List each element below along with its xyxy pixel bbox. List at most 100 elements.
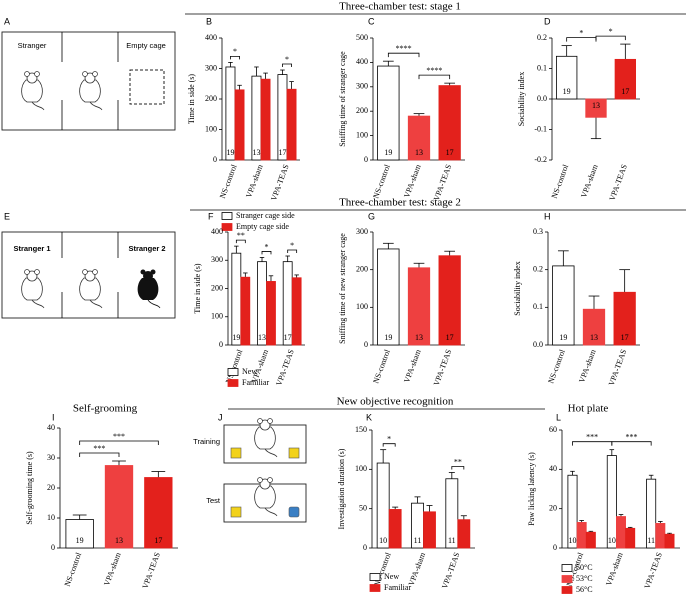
x-tick-label: VPA-sham — [604, 551, 625, 588]
sample-size: 13 — [252, 148, 260, 157]
object-recognition-diagram: Training Test — [193, 418, 307, 523]
x-tick-label: VPA-sham — [102, 551, 123, 588]
bar — [606, 455, 617, 549]
sample-size: 19 — [563, 87, 571, 96]
panel-letter: E — [4, 211, 10, 221]
bar — [567, 474, 578, 549]
y-tick-label: 0 — [213, 155, 217, 164]
comparison-label: **** — [426, 66, 442, 75]
significance-bracket — [382, 443, 396, 447]
legend-label: Familiar — [242, 378, 269, 387]
bar — [582, 308, 606, 346]
x-tick-label: VPA-sham — [244, 163, 265, 200]
panel-letter: J — [218, 412, 223, 422]
sample-size: 13 — [415, 333, 423, 342]
y-tick-label: 0 — [363, 543, 367, 552]
comparison-bracket — [595, 35, 626, 41]
y-axis-label: Sociability index — [513, 261, 522, 315]
bar — [556, 55, 578, 100]
y-tick-label: 0 — [219, 340, 223, 349]
object-cube — [230, 506, 242, 518]
y-tick-label: 100 — [356, 302, 368, 311]
bar — [655, 523, 666, 549]
y-tick-label: 100 — [355, 464, 367, 473]
chamber-label: Stranger — [18, 41, 47, 50]
chamber-label: Stranger 1 — [13, 244, 50, 253]
y-axis-label: Time in side (s) — [193, 263, 202, 313]
legend-label: Empty cage side — [236, 222, 289, 231]
x-tick-label: VPA-TEAS — [274, 348, 295, 387]
bar — [231, 252, 242, 346]
comparison-bracket — [418, 74, 451, 80]
legend-swatch — [227, 368, 239, 376]
y-axis-label: Self-grooming time (s) — [25, 451, 34, 525]
y-tick-label: 30 — [47, 453, 55, 462]
sample-size: 17 — [446, 333, 454, 342]
bar — [552, 265, 575, 346]
y-tick-label: 300 — [356, 82, 368, 91]
y-axis-label: Sociability index — [517, 72, 526, 126]
bar — [376, 462, 390, 549]
x-tick-label: VPA-sham — [577, 348, 598, 385]
y-tick-label: 0 — [364, 340, 368, 349]
y-axis-label: Sniffing time of new stranger cage — [338, 233, 347, 344]
bar — [438, 255, 461, 346]
x-tick-label: NS-control — [63, 551, 84, 588]
y-tick-label: 100 — [211, 312, 223, 321]
bar — [388, 509, 402, 549]
panel-letter: D — [544, 16, 551, 26]
panel-letter: I — [52, 412, 55, 422]
y-axis-label: Sniffing time of stranger cage — [338, 51, 347, 147]
y-tick-label: 300 — [211, 255, 223, 264]
y-tick-label: -0.1 — [534, 124, 547, 133]
significance-label: * — [265, 242, 269, 251]
legend-swatch — [561, 575, 573, 583]
x-tick-label: NS-control — [546, 348, 567, 385]
sample-size: 10 — [608, 536, 616, 545]
y-tick-label: 300 — [205, 63, 217, 72]
sample-size: 19 — [384, 333, 392, 342]
phase-label: Test — [206, 496, 221, 505]
bar — [291, 277, 302, 346]
comparison-label: **** — [396, 44, 412, 53]
significance-label: ** — [237, 231, 245, 240]
y-tick-label: 0.2 — [537, 33, 547, 42]
y-tick-label: 200 — [356, 106, 368, 115]
legend-label: New — [384, 572, 399, 581]
y-tick-label: 0.1 — [537, 63, 547, 72]
sample-size: 11 — [448, 536, 456, 545]
panel-letter: H — [544, 211, 551, 221]
bar — [407, 115, 431, 161]
bar — [614, 58, 636, 100]
sample-size: 19 — [384, 148, 392, 157]
comparison-label: *** — [586, 432, 598, 441]
significance-label: * — [285, 55, 289, 64]
x-tick-label: VPA-TEAS — [440, 551, 461, 590]
x-tick-label: VPA-TEAS — [607, 348, 628, 387]
sample-size: 17 — [284, 333, 292, 342]
panel-letter: C — [368, 16, 375, 26]
section-heading: Self-grooming — [73, 403, 138, 415]
x-tick-label: VPA-sham — [402, 163, 423, 200]
significance-label: ** — [454, 457, 462, 466]
comparison-label: *** — [113, 432, 125, 441]
comparison-bracket — [79, 452, 120, 457]
significance-label: * — [290, 241, 294, 250]
chamber-label: Empty cage — [126, 41, 166, 50]
significance-bracket — [235, 239, 246, 244]
y-tick-label: 0 — [364, 155, 368, 164]
comparison-label: *** — [625, 432, 637, 441]
empty-cage — [129, 69, 165, 105]
object-cube — [230, 447, 242, 459]
section-heading: Three-chamber test: stage 2 — [339, 197, 461, 209]
x-tick-label: NS-control — [218, 163, 239, 200]
legend-label: 50°C — [576, 563, 593, 572]
bar — [260, 78, 271, 161]
y-tick-label: 0 — [51, 543, 55, 552]
y-tick-label: 0.0 — [537, 94, 547, 103]
sample-size: 11 — [647, 536, 655, 545]
y-tick-label: 0.3 — [533, 227, 543, 236]
legend-swatch — [561, 564, 573, 572]
y-tick-label: 10 — [47, 513, 55, 522]
legend-swatch — [369, 573, 381, 581]
